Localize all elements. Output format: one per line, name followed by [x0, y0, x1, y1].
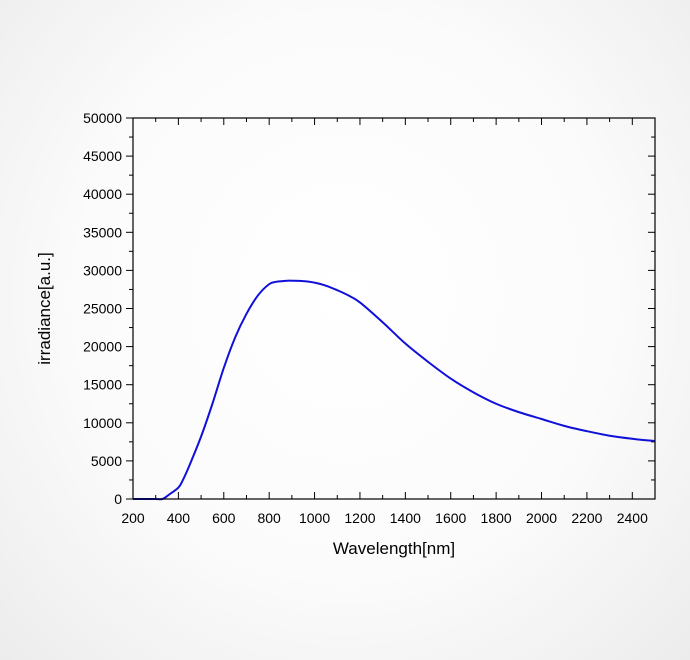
x-tick-label: 2000 — [526, 510, 557, 526]
y-tick-label: 20000 — [83, 339, 122, 355]
y-tick-label: 45000 — [83, 148, 122, 164]
ticks-layer: 200 400 600 800 1000 1200 1400 1600 1800 2000 2200… — [83, 110, 655, 526]
x-tick-label: 2200 — [571, 510, 602, 526]
y-tick-label: 30000 — [83, 262, 122, 278]
y-tick-label: 15000 — [83, 377, 122, 393]
y-axis-title: irradiance[a.u.] — [35, 252, 54, 364]
y-tick-label: 40000 — [83, 186, 122, 202]
x-tick-label: 1200 — [344, 510, 375, 526]
x-axis-title: Wavelength[nm] — [333, 539, 455, 558]
y-tick-label: 50000 — [83, 110, 122, 126]
x-tick-label: 2400 — [617, 510, 648, 526]
x-tick-label: 1000 — [299, 510, 330, 526]
x-tick-label: 1800 — [481, 510, 512, 526]
x-tick-label: 200 — [121, 510, 145, 526]
x-tick-label: 800 — [257, 510, 281, 526]
plot-frame — [132, 117, 656, 500]
y-tick-label: 35000 — [83, 224, 122, 240]
x-tick-label: 1400 — [390, 510, 421, 526]
y-tick-label: 25000 — [83, 301, 122, 317]
y-tick-label: 10000 — [83, 415, 122, 431]
y-tick-label: 0 — [114, 491, 122, 507]
y-tick-label: 5000 — [91, 453, 122, 469]
series-line-irradiance — [133, 279, 656, 501]
x-tick-label: 1600 — [435, 510, 466, 526]
x-tick-label: 400 — [167, 510, 191, 526]
x-tick-label: 600 — [212, 510, 236, 526]
